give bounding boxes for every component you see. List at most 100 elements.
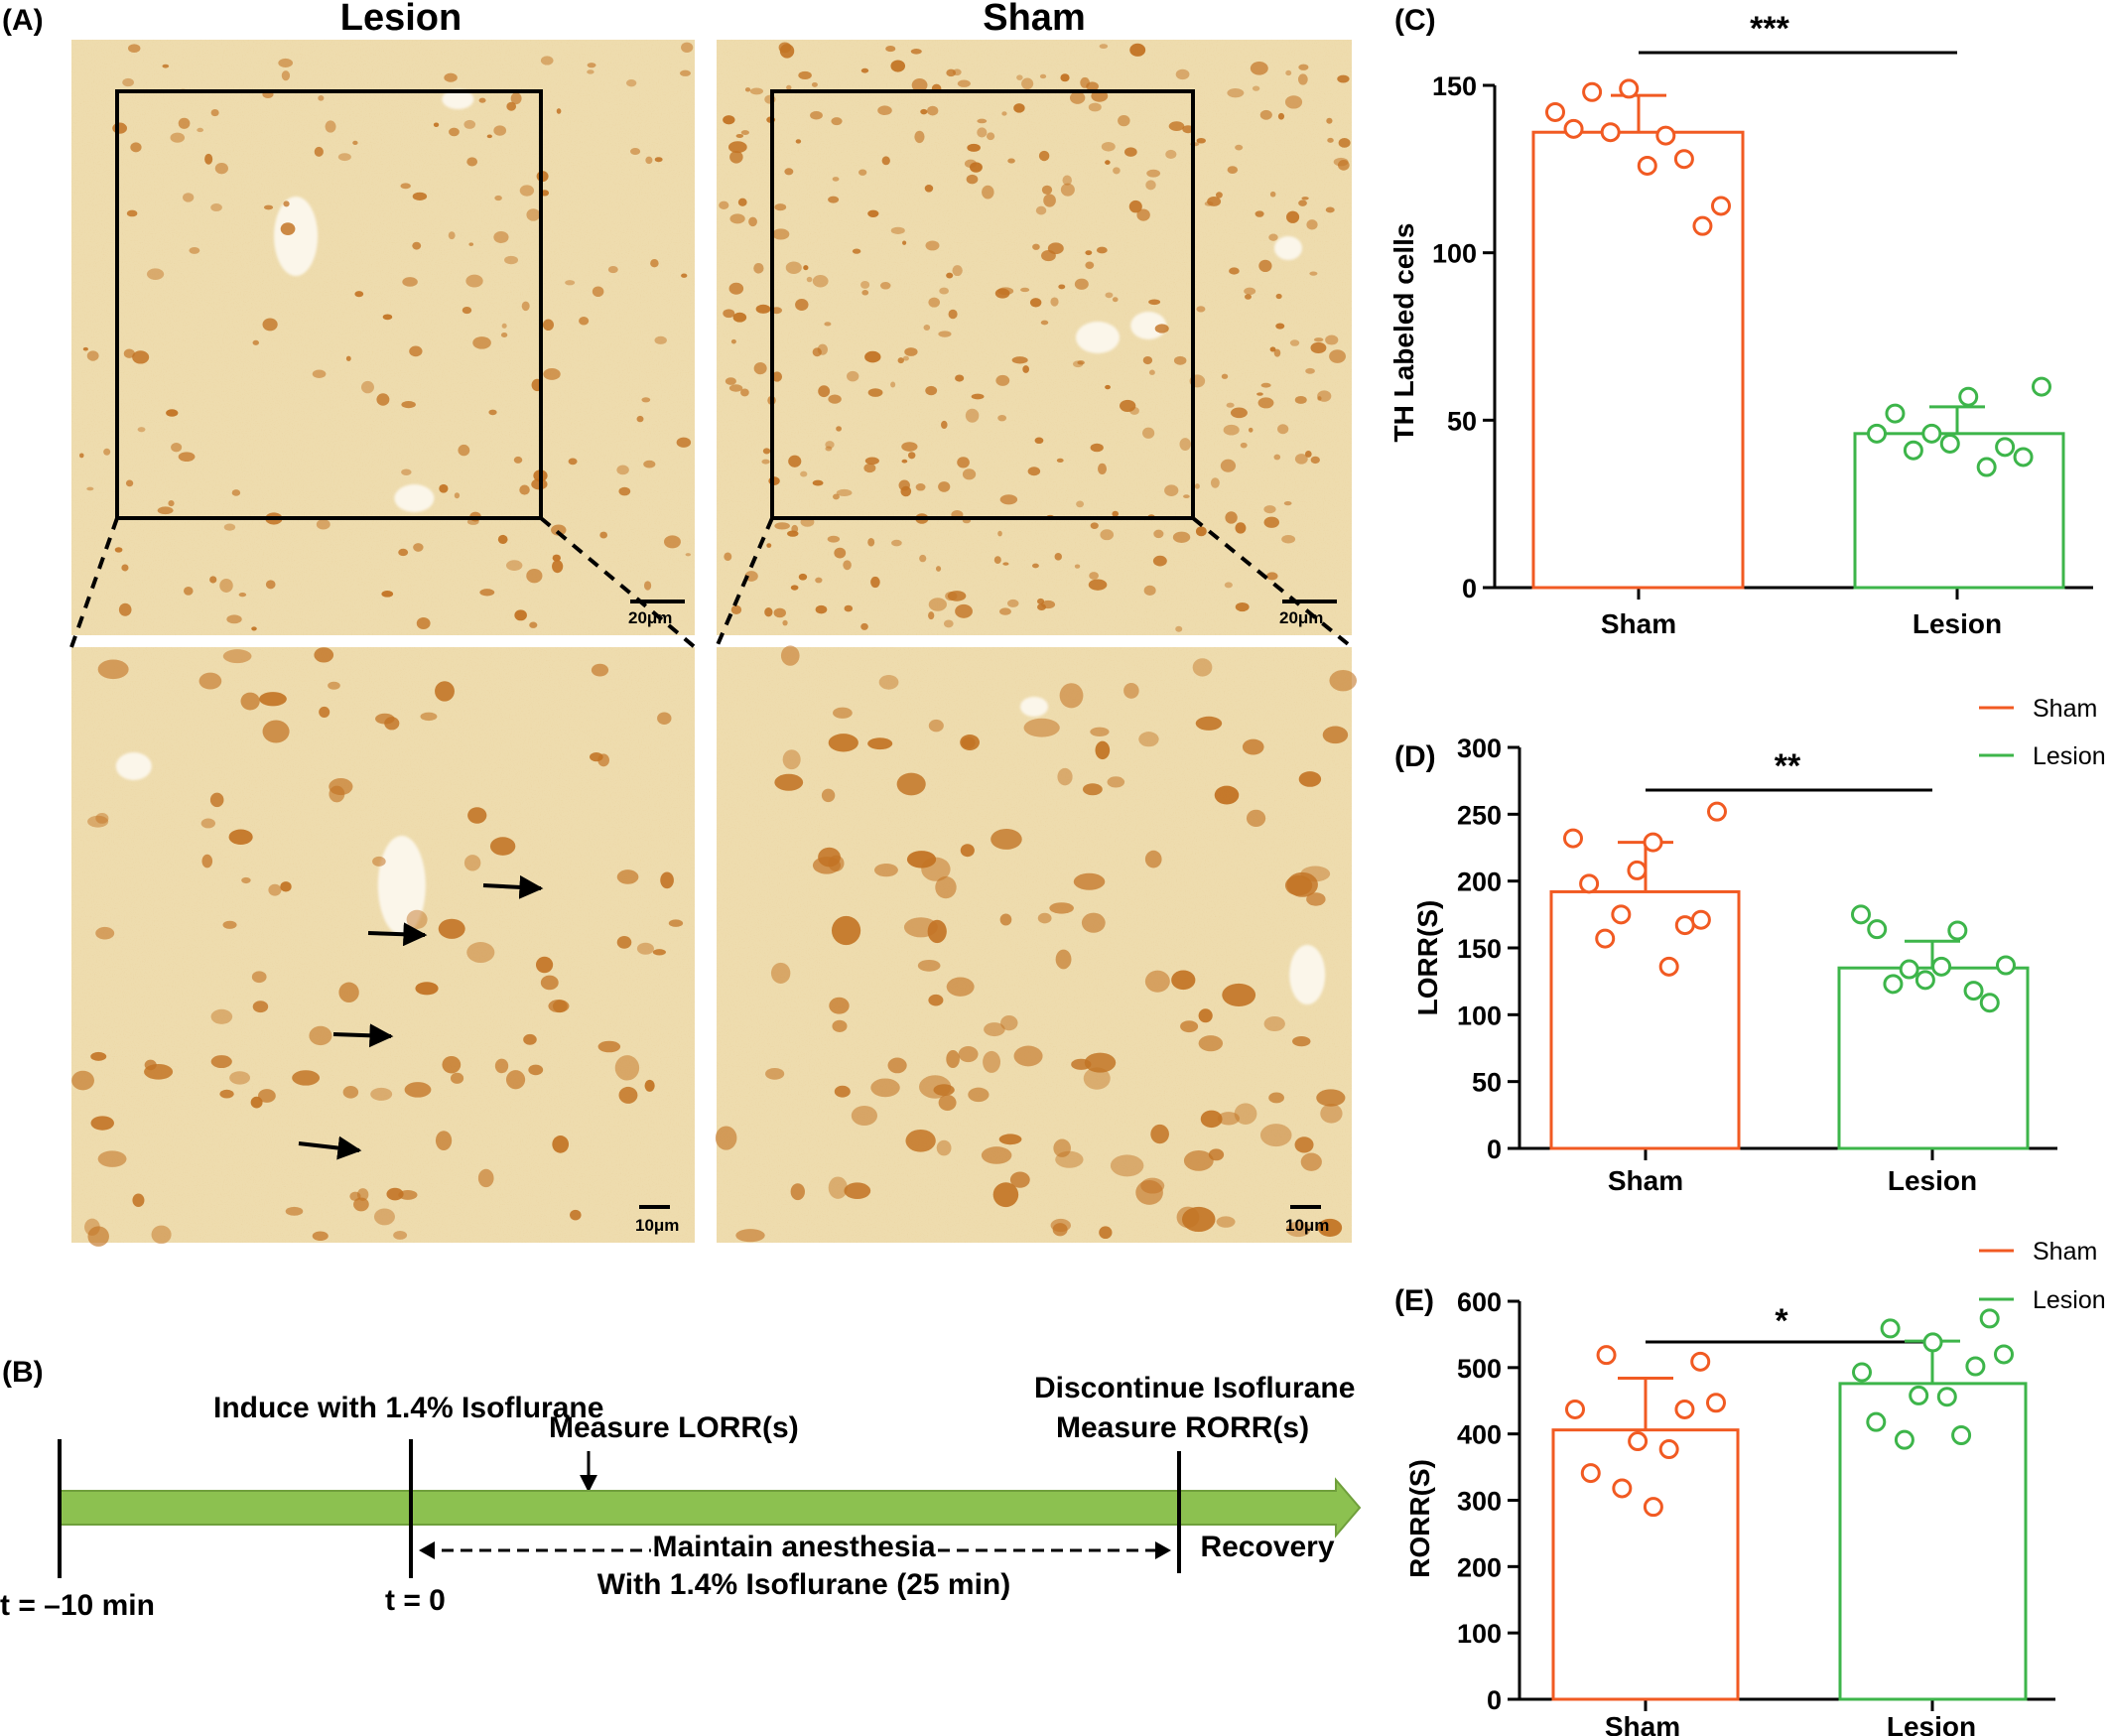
lesion-zoom-guide-right bbox=[539, 516, 697, 649]
chart-d-label: (D) bbox=[1394, 740, 1436, 773]
chart-e-x-label-sham: Sham bbox=[1605, 1711, 1680, 1736]
y-tick-label: 0 bbox=[1487, 1135, 1502, 1164]
sham-data-point bbox=[1707, 801, 1727, 822]
sham-data-point bbox=[1658, 956, 1679, 977]
chart-e-x-label-lesion: Lesion bbox=[1887, 1711, 1976, 1736]
scale-bar-bottom-left: 10μm bbox=[635, 1205, 679, 1235]
lesion-data-point bbox=[1951, 1425, 1972, 1446]
panel-b-timeline: (B) Induce with 1.4% Isoflurane Measure … bbox=[0, 1356, 1362, 1622]
y-tick-label: 600 bbox=[1457, 1287, 1502, 1317]
y-tick-label: 100 bbox=[1432, 239, 1477, 269]
lesion-data-point bbox=[1979, 993, 2000, 1013]
lesion-data-point bbox=[1903, 440, 1923, 461]
panel-b-label: (B) bbox=[2, 1356, 44, 1389]
lesion-data-point bbox=[2032, 376, 2051, 397]
chart-c-label: (C) bbox=[1394, 4, 1436, 37]
sham-data-point bbox=[1706, 1393, 1726, 1413]
chart-c-x-label-lesion: Lesion bbox=[1913, 608, 2002, 639]
chart-e-y-label: RORR(S) bbox=[1404, 1459, 1435, 1578]
chart-d-x-label-lesion: Lesion bbox=[1888, 1165, 1977, 1196]
sham-data-point bbox=[1628, 1431, 1649, 1452]
maintain-arrowhead-left bbox=[419, 1541, 435, 1559]
panel-a-label: (A) bbox=[2, 4, 44, 37]
recovery-text: Recovery bbox=[1200, 1531, 1334, 1563]
lesion-bar bbox=[1853, 432, 2065, 590]
sham-data-point bbox=[1563, 828, 1583, 849]
lesion-data-point bbox=[1867, 423, 1887, 444]
sham-data-point bbox=[1674, 1399, 1695, 1419]
legend-sham-label: Sham bbox=[2033, 695, 2097, 723]
sham-data-point bbox=[1690, 909, 1711, 930]
chart-c-x-label-sham: Sham bbox=[1601, 608, 1676, 639]
lesion-data-point bbox=[1922, 1332, 1943, 1353]
lesion-zoom-micrograph bbox=[71, 647, 695, 1247]
sham-data-point bbox=[1655, 125, 1676, 146]
sham-zoom-micrograph bbox=[715, 645, 1358, 1243]
lesion-data-point bbox=[1976, 457, 1997, 477]
sham-data-point bbox=[1580, 1463, 1601, 1484]
t-minus10-label: t = –10 min bbox=[0, 1589, 155, 1622]
chart-d-significance: ** bbox=[1775, 747, 1801, 785]
lesion-data-point bbox=[1867, 919, 1888, 940]
with-isoflurane-text: With 1.4% Isoflurane (25 min) bbox=[597, 1568, 1010, 1601]
sham-data-point bbox=[1612, 1478, 1633, 1499]
induce-text: Induce with 1.4% Isoflurane bbox=[213, 1392, 603, 1424]
measure-rorr-text: Measure RORR(s) bbox=[1056, 1411, 1309, 1444]
y-tick-label: 250 bbox=[1457, 800, 1502, 830]
chart-c-y-label: TH Labeled cells bbox=[1388, 223, 1419, 443]
y-tick-label: 100 bbox=[1457, 1619, 1502, 1649]
lesion-data-point bbox=[1894, 1429, 1914, 1450]
scale-bar-top-left: 20μm bbox=[628, 600, 685, 627]
lesion-data-point bbox=[1965, 1356, 1986, 1377]
lesion-data-point bbox=[1958, 386, 1979, 407]
lesion-overview-micrograph bbox=[71, 40, 695, 635]
legend-lesion-label: Lesion bbox=[2033, 1286, 2106, 1314]
lesion-zoom-guide-left bbox=[69, 517, 119, 648]
legend-sham-label: Sham bbox=[2033, 1238, 2097, 1266]
legend-e: Sham Lesion bbox=[1979, 1238, 2106, 1314]
sham-data-point bbox=[1563, 118, 1584, 139]
lesion-data-point bbox=[1979, 1308, 2000, 1329]
svg-text:20μm: 20μm bbox=[1279, 608, 1323, 627]
lesion-data-point bbox=[1939, 433, 1960, 454]
lesion-data-point bbox=[1994, 1344, 2014, 1365]
maintain-arrowhead-right bbox=[1155, 1541, 1171, 1559]
y-tick-label: 0 bbox=[1462, 574, 1477, 603]
sham-data-point bbox=[1692, 215, 1713, 236]
scale-bar-bottom-right: 10μm bbox=[1285, 1205, 1329, 1235]
chart-e-significance: * bbox=[1775, 1302, 1788, 1340]
panel-a: (A) Lesion Sham 20μm 20μm 10μm 10μm bbox=[2, 0, 1358, 1247]
chart-c-th-cells: (C) TH Labeled cells Sham Lesion *** 0 50… bbox=[1388, 4, 2093, 639]
y-tick-label: 300 bbox=[1457, 734, 1502, 763]
sham-column-title: Sham bbox=[983, 0, 1085, 39]
chart-d-x-label-sham: Sham bbox=[1608, 1165, 1683, 1196]
sham-data-point bbox=[1600, 122, 1621, 143]
sham-data-point bbox=[1565, 1399, 1585, 1419]
fiber-arrow bbox=[367, 922, 428, 947]
lesion-data-point bbox=[1909, 1385, 1929, 1405]
timeline-bar bbox=[59, 1477, 1362, 1538]
lesion-data-point bbox=[1866, 1411, 1887, 1432]
lesion-data-point bbox=[1899, 959, 1919, 980]
lesion-column-title: Lesion bbox=[340, 0, 462, 39]
sham-zoom-guide-left bbox=[715, 517, 774, 648]
lesion-data-point bbox=[1914, 970, 1935, 991]
y-tick-label: 100 bbox=[1457, 1001, 1502, 1030]
y-tick-label: 300 bbox=[1457, 1487, 1502, 1517]
sham-data-point bbox=[1595, 928, 1616, 949]
scale-bar-top-right: 20μm bbox=[1279, 600, 1337, 627]
maintain-text: Maintain anesthesia bbox=[652, 1531, 935, 1563]
measure-lorr-text: Measure LORR(s) bbox=[549, 1411, 799, 1444]
lesion-data-point bbox=[1851, 904, 1871, 925]
sham-zoom-guide-right bbox=[1191, 516, 1354, 649]
sham-data-point bbox=[1690, 1351, 1711, 1372]
lesion-zoom-region-box bbox=[115, 89, 543, 520]
sham-data-point bbox=[1658, 1439, 1679, 1460]
lesion-data-point bbox=[1852, 1362, 1872, 1383]
chart-d-lorr: (D) LORR(S) Sham Lesion ** 0 50 100 150 200 2… bbox=[1394, 734, 2057, 1196]
y-tick-label: 200 bbox=[1457, 1552, 1502, 1582]
sham-data-point bbox=[1545, 101, 1565, 122]
lesion-data-point bbox=[1936, 1387, 1957, 1407]
svg-text:10μm: 10μm bbox=[635, 1216, 679, 1235]
